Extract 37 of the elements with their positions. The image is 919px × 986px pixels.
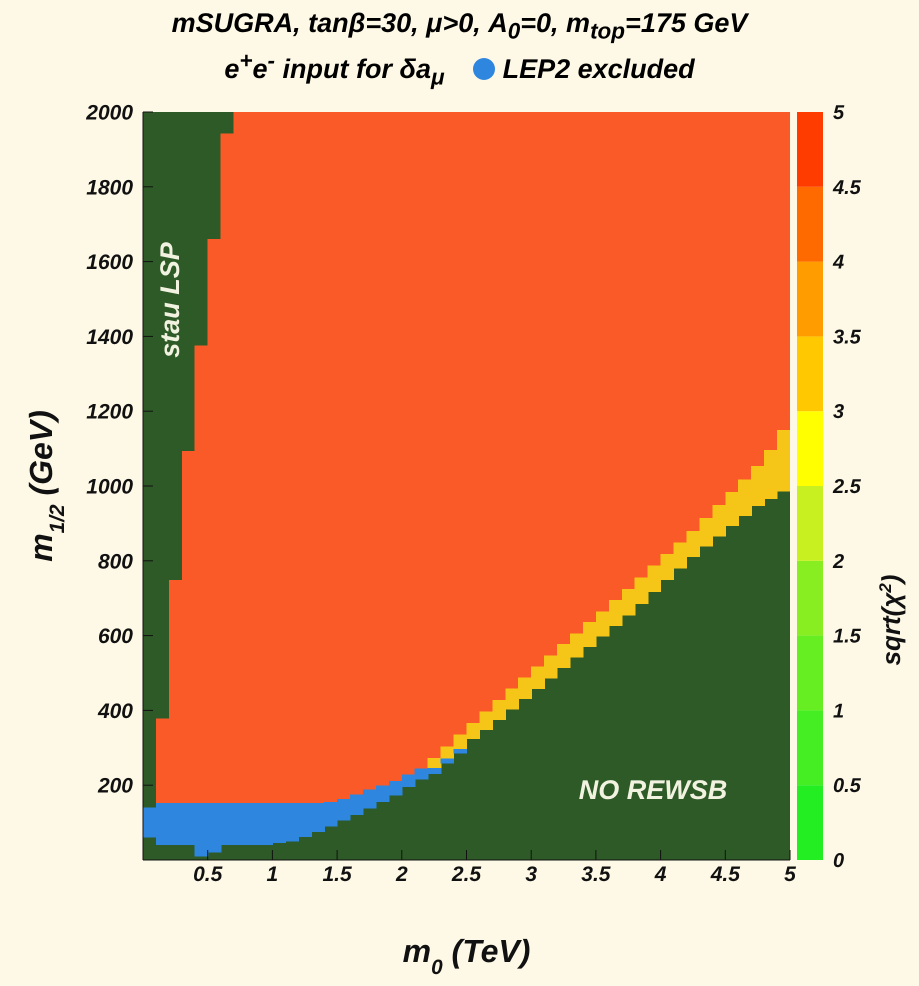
x-tick-label: 3.5 — [581, 862, 611, 886]
color-bar-label: 2 — [832, 550, 844, 573]
color-bar-label: 3 — [833, 401, 844, 424]
x-axis-title: m$_{0}$ (TeV) — [402, 933, 530, 978]
y-tick-label: 2000 — [85, 101, 134, 124]
color-bar-label: 2.5 — [832, 476, 862, 498]
color-bar-label: 4.5 — [832, 176, 862, 199]
legend-label: LEP2 excluded — [502, 54, 695, 85]
y-tick-label: 1200 — [86, 400, 134, 424]
annotation: stau LSP — [155, 241, 185, 358]
y-tick-label: 1800 — [86, 176, 134, 200]
y-tick-label: 200 — [96, 774, 134, 798]
color-bar-label: 0 — [833, 850, 844, 872]
color-bar-label: 3.5 — [833, 326, 862, 348]
y-tick-label: 400 — [96, 700, 134, 723]
x-tick-label: 4.5 — [710, 862, 740, 886]
x-tick-label: 5 — [784, 862, 796, 886]
y-tick-label: 600 — [98, 625, 134, 648]
annotation: NO REWSB — [578, 775, 728, 805]
x-tick-label: 2.5 — [450, 862, 482, 886]
y-tick-label: 800 — [98, 550, 134, 574]
x-tick-label: 1.5 — [322, 862, 352, 886]
color-bar-label: 4 — [832, 252, 844, 274]
chart-subtitle: e$^{+}$e$^{-}$ input for δa$_{μ}$ — [224, 48, 445, 90]
color-bar-label: 1.5 — [833, 626, 862, 648]
x-tick-label: 2 — [394, 862, 408, 886]
color-bar-label: 5 — [833, 102, 845, 124]
chart-title: mSUGRA, tanβ=30, μ>0, A$_{0}$=0, m$_{top}$=175 GeV — [170, 8, 750, 44]
x-tick-label: 4 — [654, 862, 667, 886]
y-tick-label: 1400 — [86, 326, 134, 349]
x-tick-label: 0.5 — [193, 862, 223, 886]
y-tick-label: 1000 — [86, 475, 134, 498]
color-bar-label: 1 — [833, 700, 844, 722]
x-tick-label: 3 — [525, 862, 538, 886]
color-bar-label: 0.5 — [833, 775, 862, 798]
x-tick-label: 1 — [266, 862, 278, 886]
y-tick-label: 1600 — [86, 251, 134, 274]
